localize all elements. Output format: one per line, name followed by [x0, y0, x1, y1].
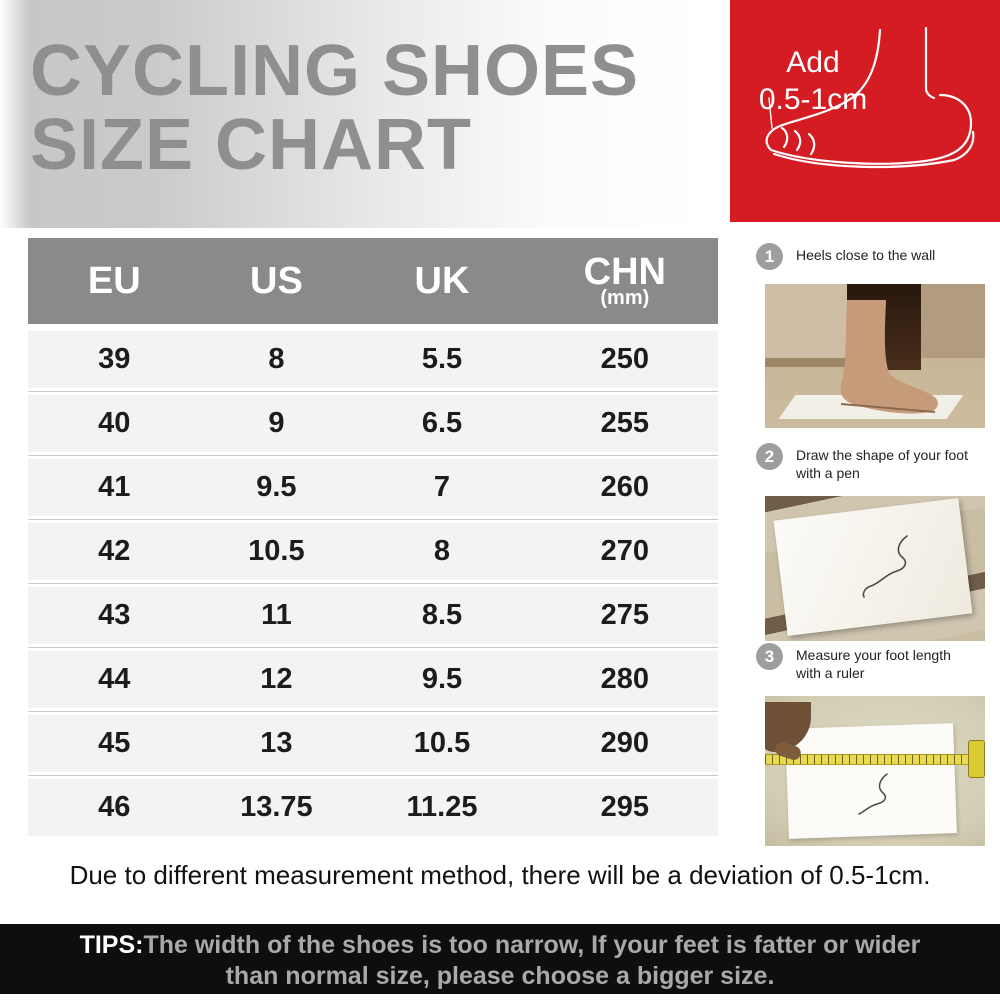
page-title: CYCLING SHOES SIZE CHART [30, 34, 639, 182]
table-header-row: EU US UK CHN (mm) [28, 238, 718, 324]
cell-eu: 42 [98, 535, 131, 567]
cell-us: 11 [261, 599, 292, 631]
cell-chn: 290 [600, 727, 650, 759]
cell-us: 9.5 [256, 471, 297, 503]
pen-outline-icon [858, 773, 888, 815]
col-header-chn: CHN (mm) [583, 251, 666, 309]
chn-unit-label: (mm) [600, 287, 650, 309]
cell-chn: 280 [600, 663, 650, 695]
table-row: 42 10.5 8 270 [28, 519, 718, 580]
tips-text: TIPS:The width of the shoes is too narro… [55, 924, 945, 992]
cell-uk: 10.5 [413, 727, 471, 759]
cell-chn: 275 [600, 599, 650, 631]
cell-chn: 270 [600, 535, 650, 567]
step-number-badge: 1 [756, 243, 783, 270]
cell-eu: 39 [98, 343, 131, 375]
hero-banner: CYCLING SHOES SIZE CHART Add 0.5-1cm [0, 0, 1000, 228]
pen-outline-icon [862, 535, 908, 598]
col-header-us: US [250, 259, 303, 302]
step-number-badge: 2 [756, 443, 783, 470]
step-label: Heels close to the wall [796, 247, 936, 263]
table-row: 45 13 10.5 290 [28, 711, 718, 772]
table-row: 43 11 8.5 275 [28, 583, 718, 644]
step-label: Draw the shape of your foot with a pen [796, 447, 968, 481]
wall [921, 284, 985, 358]
step-label: Measure your foot length with a ruler [796, 647, 951, 681]
col-header-eu: EU [87, 259, 141, 302]
col-header-uk: UK [414, 259, 470, 302]
cell-chn: 250 [600, 343, 650, 375]
cell-us: 13 [260, 727, 293, 759]
measuring-tape [765, 754, 985, 765]
cell-eu: 43 [98, 599, 131, 631]
step3-photo-measure-ruler [765, 696, 985, 846]
tips-label: TIPS: [79, 931, 144, 959]
cell-us: 13.75 [240, 791, 313, 823]
tips-bar: TIPS:The width of the shoes is too narro… [0, 924, 1000, 994]
cell-uk: 11.25 [406, 791, 478, 823]
cell-us: 9 [268, 407, 285, 439]
table-body: 39 8 5.5 250 40 9 6.5 255 41 9.5 7 260 4… [28, 324, 718, 836]
cell-eu: 41 [98, 471, 131, 503]
cell-uk: 8.5 [421, 599, 463, 631]
table-row: 44 12 9.5 280 [28, 647, 718, 708]
cell-chn: 260 [600, 471, 650, 503]
page-title-line2: SIZE CHART [30, 105, 472, 185]
cell-uk: 5.5 [421, 343, 463, 375]
step1-photo-foot-at-wall [765, 284, 985, 428]
cell-eu: 45 [98, 727, 131, 759]
table-row: 40 9 6.5 255 [28, 391, 718, 452]
step2-photo-draw-outline [765, 496, 985, 641]
cell-uk: 6.5 [421, 407, 463, 439]
cell-eu: 40 [98, 407, 131, 439]
tape-ticks [765, 755, 985, 764]
step-item-3: 3 Measure your foot length with a ruler [756, 643, 1000, 846]
cell-eu: 46 [98, 791, 131, 823]
step-number-badge: 3 [756, 643, 783, 670]
page-title-line1: CYCLING SHOES [30, 31, 640, 111]
deviation-note: Due to different measurement method, the… [69, 860, 931, 890]
cell-us: 10.5 [248, 535, 305, 567]
step-item-2: 2 Draw the shape of your foot with a pen [756, 443, 1000, 641]
cell-uk: 8 [433, 535, 451, 567]
step-item-1: 1 Heels close to the wall [756, 243, 1000, 428]
foot-photo-icon [840, 300, 938, 414]
cell-chn: 255 [600, 407, 650, 439]
cell-chn: 295 [600, 791, 650, 823]
table-row: 41 9.5 7 260 [28, 455, 718, 516]
add-length-callout: Add 0.5-1cm [730, 0, 1000, 222]
cell-uk: 7 [433, 471, 451, 503]
cell-us: 8 [268, 343, 285, 375]
tips-body: The width of the shoes is too narrow, If… [143, 931, 921, 990]
cell-uk: 9.5 [421, 663, 463, 695]
baseboard [765, 358, 847, 367]
table-row: 46 13.75 11.25 295 [28, 775, 718, 836]
tape-case [968, 740, 985, 778]
wall [765, 284, 847, 358]
size-table: EU US UK CHN (mm) 39 8 5.5 250 40 9 6.5 … [28, 238, 718, 843]
cell-us: 12 [260, 663, 293, 695]
table-row: 39 8 5.5 250 [28, 331, 718, 388]
foot-outline-icon [765, 26, 975, 169]
cell-eu: 44 [98, 663, 131, 695]
